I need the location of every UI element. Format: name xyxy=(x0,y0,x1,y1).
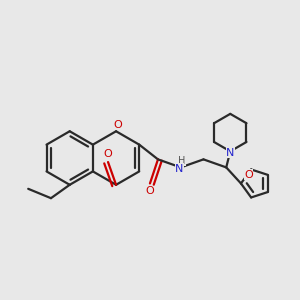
Text: N: N xyxy=(226,148,234,158)
Text: N: N xyxy=(175,164,184,174)
Text: O: O xyxy=(244,170,253,180)
Text: O: O xyxy=(146,187,154,196)
Text: O: O xyxy=(104,149,112,159)
Text: H: H xyxy=(178,156,186,166)
Text: O: O xyxy=(113,120,122,130)
